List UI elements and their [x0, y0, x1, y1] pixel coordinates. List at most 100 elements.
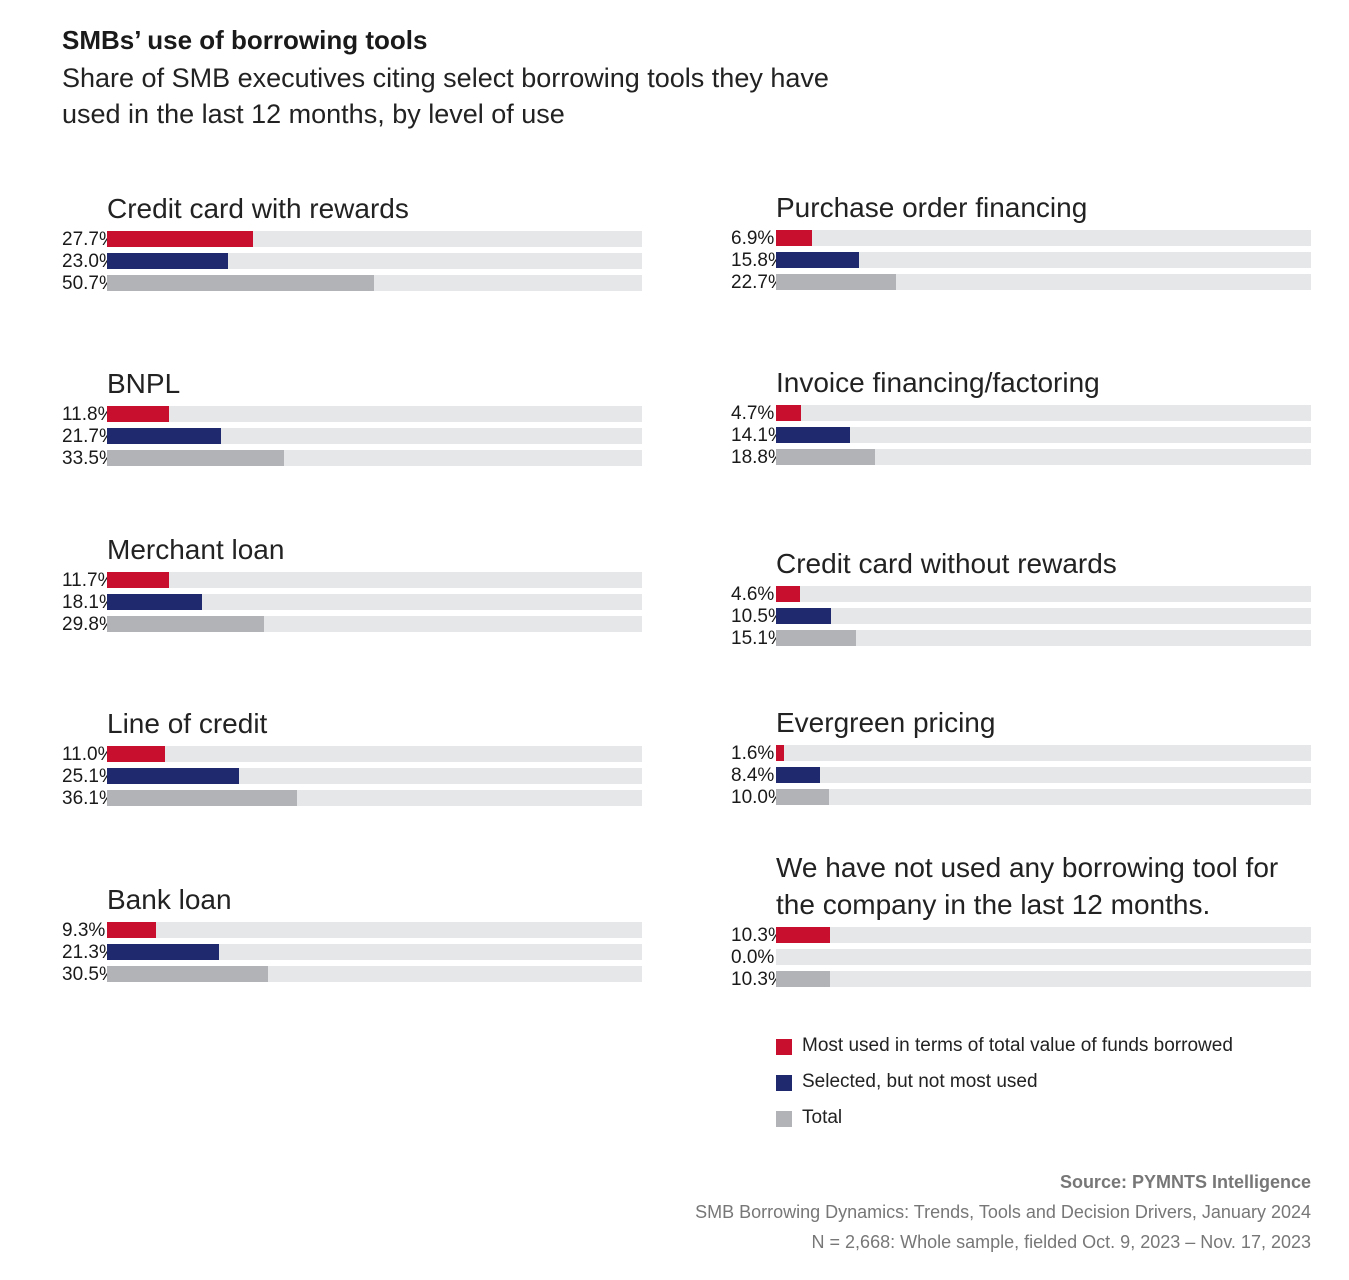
panel-title: Purchase order financing — [776, 192, 1088, 223]
value-label: 18.1% — [62, 592, 116, 613]
value-label: 36.1% — [62, 788, 116, 809]
bar-track — [107, 944, 642, 960]
bar-track — [107, 428, 642, 444]
bar-track — [107, 572, 642, 588]
chart-subtitle: Share of SMB executives citing select bo… — [62, 63, 829, 129]
bar-track — [776, 630, 1311, 646]
bar-row: 30.5% — [62, 964, 682, 988]
bar-total — [107, 450, 284, 466]
bar-selected — [107, 768, 240, 784]
value-label: 29.8% — [62, 614, 116, 635]
value-label: 10.3% — [731, 969, 785, 990]
value-label: 8.4% — [731, 765, 775, 786]
bar-total — [107, 966, 268, 982]
bar-track — [776, 252, 1311, 268]
bar-row: 21.7% — [62, 426, 682, 450]
value-label: 25.1% — [62, 766, 116, 787]
bar-track — [107, 790, 642, 806]
bar-track — [107, 746, 642, 762]
value-label: 33.5% — [62, 448, 116, 469]
bar-selected — [107, 428, 222, 444]
bar-selected — [107, 253, 229, 269]
bar-selected — [776, 767, 821, 783]
panel-title: Merchant loan — [107, 534, 285, 565]
bar-row: 10.5% — [731, 606, 1349, 630]
panel-title: Line of credit — [107, 708, 268, 739]
bar-track — [107, 594, 642, 610]
bar-track — [107, 275, 642, 291]
bar-most-used — [107, 406, 170, 422]
panel-title: We have not used any borrowing tool for … — [776, 852, 1279, 920]
bar-track — [107, 253, 642, 269]
bar-row: 11.0% — [62, 744, 682, 768]
value-label: 9.3% — [62, 920, 106, 941]
legend-swatch — [776, 1039, 792, 1055]
value-label: 10.5% — [731, 606, 785, 627]
value-label: 27.7% — [62, 229, 116, 250]
bar-track — [107, 616, 642, 632]
value-label: 22.7% — [731, 272, 785, 293]
legend-label: Selected, but not most used — [802, 1071, 1038, 1092]
bar-selected — [776, 252, 860, 268]
bar-track — [776, 927, 1311, 943]
bar-most-used — [107, 572, 169, 588]
bar-most-used — [107, 746, 165, 762]
bar-track — [776, 449, 1311, 465]
panel-title: Invoice financing/factoring — [776, 367, 1100, 398]
bar-selected — [776, 608, 832, 624]
value-label: 0.0% — [731, 947, 775, 968]
panel-title: Evergreen pricing — [776, 707, 996, 738]
bar-row: 21.3% — [62, 942, 682, 966]
bar-row: 9.3% — [62, 920, 682, 944]
bar-most-used — [776, 927, 831, 943]
value-label: 21.3% — [62, 942, 116, 963]
value-label: 1.6% — [731, 743, 775, 764]
report-text: SMB Borrowing Dynamics: Trends, Tools an… — [695, 1202, 1311, 1222]
value-label: 4.6% — [731, 584, 775, 605]
bar-track — [776, 608, 1311, 624]
bar-track — [776, 789, 1311, 805]
value-label: 30.5% — [62, 964, 116, 985]
bar-track — [776, 230, 1311, 246]
value-label: 21.7% — [62, 426, 116, 447]
bar-row: 10.3% — [731, 925, 1349, 949]
bar-total — [776, 971, 831, 987]
bar-track — [776, 427, 1311, 443]
legend-swatch — [776, 1075, 792, 1091]
value-label: 15.8% — [731, 250, 785, 271]
bar-total — [776, 789, 829, 805]
value-label: 10.3% — [731, 925, 785, 946]
bar-row: 22.7% — [731, 272, 1349, 296]
value-label: 23.0% — [62, 251, 116, 272]
bar-selected — [776, 427, 851, 443]
bar-selected — [107, 594, 203, 610]
bar-row: 29.8% — [62, 614, 682, 638]
bar-total — [776, 630, 856, 646]
source-text: Source: PYMNTS Intelligence — [1059, 1172, 1311, 1192]
bar-row: 18.8% — [731, 447, 1349, 471]
bar-track — [107, 922, 642, 938]
bar-row: 11.7% — [62, 570, 682, 594]
bar-track — [776, 586, 1311, 602]
bar-row: 8.4% — [731, 765, 1349, 789]
bar-most-used — [107, 231, 253, 247]
bar-row: 36.1% — [62, 788, 682, 812]
bar-row: 4.6% — [731, 584, 1349, 608]
bar-row: 25.1% — [62, 766, 682, 790]
bar-row: 11.8% — [62, 404, 682, 428]
panel-title: Bank loan — [107, 884, 232, 915]
bar-row: 50.7% — [62, 273, 682, 297]
bar-row: 15.1% — [731, 628, 1349, 652]
bar-most-used — [776, 745, 785, 761]
bar-track — [107, 406, 642, 422]
bar-track — [107, 768, 642, 784]
bar-track — [107, 966, 642, 982]
value-label: 14.1% — [731, 425, 785, 446]
bar-most-used — [776, 405, 801, 421]
bar-row: 4.7% — [731, 403, 1349, 427]
bar-row: 10.3% — [731, 969, 1349, 993]
value-label: 18.8% — [731, 447, 785, 468]
bar-track — [776, 745, 1311, 761]
panel-title: Credit card with rewards — [107, 193, 409, 224]
value-label: 11.0% — [62, 744, 115, 765]
